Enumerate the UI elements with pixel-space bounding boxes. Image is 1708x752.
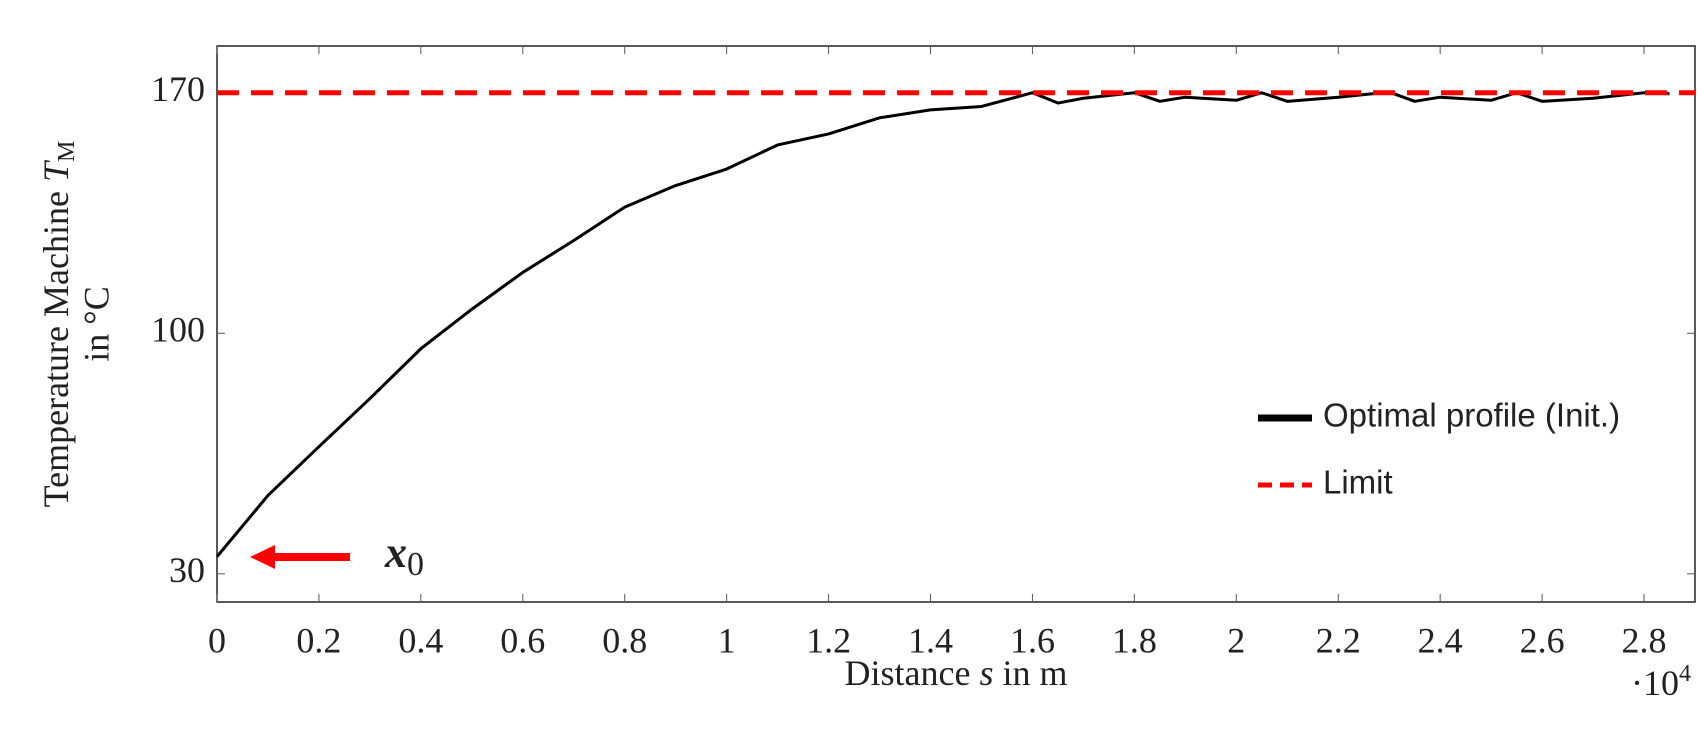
x-tick-label: 2.8 [1622,620,1667,660]
annotation: x0 [384,528,424,583]
annotation-arrowhead [250,545,275,569]
x-tick-label: 0.4 [398,620,443,660]
y-label-sub: M [54,141,80,162]
y-label-var: T [36,159,76,182]
x-tick-label: 2.2 [1316,620,1361,660]
x-tick-label: 1.2 [806,620,851,660]
x-tick-label: 1.4 [908,620,953,660]
x-label-text: in m [993,653,1067,693]
x-multiplier-base: ·10 [1631,663,1679,703]
x-tick-label: 0.2 [296,620,341,660]
annotation-sub: 0 [407,546,424,583]
x-label-var: s [979,653,993,693]
x-tick-label: 2.4 [1418,620,1463,660]
y-tick-label: 100 [151,310,205,350]
x-tick-label: 0.8 [602,620,647,660]
x-tick-label: 2.6 [1520,620,1565,660]
y-label-text: Temperature Machine [36,182,76,507]
x-axis-label: Distance s in m [845,653,1068,693]
x-label-text: Distance [845,653,980,693]
x-tick-label: 0.6 [500,620,545,660]
annotation-var: x [384,528,407,577]
x-multiplier-exp: 4 [1679,661,1691,687]
y-tick-label: 30 [169,550,205,590]
plot-frame [216,45,1696,603]
x-tick-label: 1.6 [1010,620,1055,660]
x-tick-label: 2 [1227,620,1245,660]
x-tick-label: 1.8 [1112,620,1157,660]
x-multiplier: ·104 [1631,661,1691,704]
y-label-line2: in °C [76,286,116,361]
x-tick-label: 0 [208,620,226,660]
legend-label: Optimal profile (Init.) [1323,397,1620,434]
y-tick-label: 170 [151,69,205,109]
x-tick-label: 1 [718,620,736,660]
legend-label: Limit [1323,464,1393,501]
y-label-line1: Temperature Machine TM [36,141,79,508]
data-line [215,90,1670,558]
